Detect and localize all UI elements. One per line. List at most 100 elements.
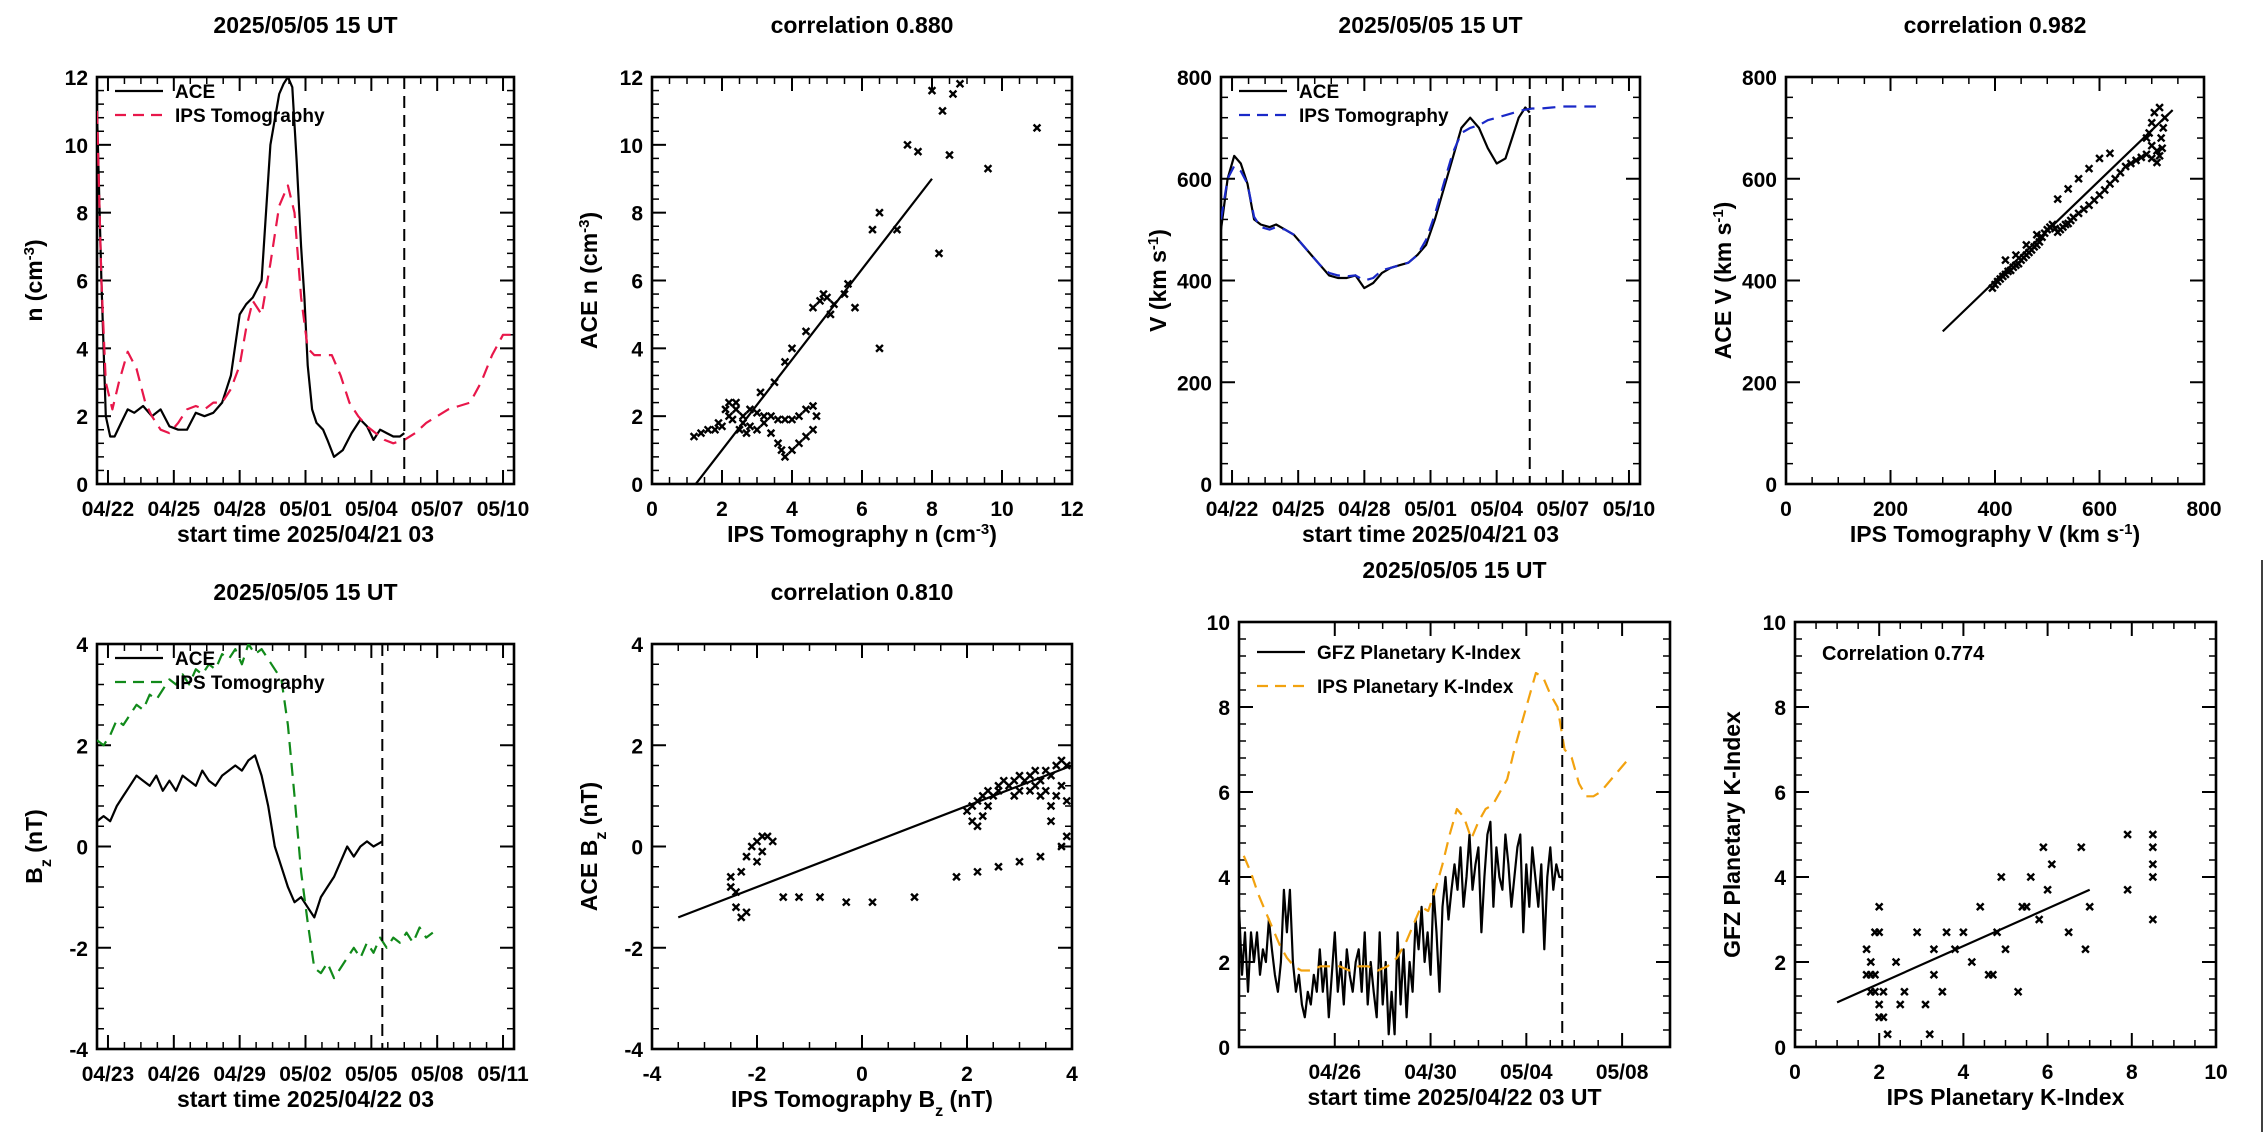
x-tick-label: 04/22 [82,498,135,521]
data-point [780,357,790,367]
x-tick-label: 6 [2042,1061,2054,1084]
label-segment: 600 [2082,498,2117,521]
series-line-2 [97,644,434,980]
x-tick-label: 10 [2204,1061,2227,1084]
label-segment: 200 [1873,498,1908,521]
data-point [978,791,987,801]
data-point [1057,842,1066,851]
x-tick-label: 4 [1066,1063,1078,1086]
data-point [973,822,982,831]
label-segment: Correlation 0.774 [1822,643,1985,665]
x-tick-label: 04/26 [148,1063,201,1086]
label-segment: 8 [631,203,643,226]
y-tick-label: 4 [631,338,643,361]
data-point [696,428,706,438]
label-segment: 400 [1977,498,2012,521]
data-point [2157,143,2167,153]
label-segment: 0 [856,1063,868,1086]
label-segment: z [592,832,610,840]
label-segment: 6 [2042,1061,2054,1084]
data-point [1925,1030,1934,1039]
y-tick-label: 2 [1218,952,1230,975]
y-tick-label: 200 [1742,372,1777,395]
plot-area [97,77,514,484]
label-segment: 05/01 [279,498,332,521]
y-tick-label: 0 [1200,474,1212,497]
data-point [1036,852,1045,861]
label-segment: 600 [1742,169,1777,192]
label-segment: -2 [624,938,643,961]
x-tick-label: 04/25 [1272,498,1325,521]
label-segment: 05/10 [477,498,530,521]
data-point [1062,832,1071,841]
x-tick-label: 05/04 [1470,498,1523,521]
label-segment: ACE n (cm [576,233,602,349]
chart-panel-1: 04/22 04/25 04/28 05/01 05/04 05/07 05/10 0 2 4 6 8… [21,12,530,547]
x-tick-label: 05/08 [1596,1061,1649,1084]
y-tick-label: 10 [1763,612,1786,635]
y-axis-label: ACE V (km s-1) [1710,202,1737,360]
label-segment: 800 [1177,67,1212,90]
legend-label-2: IPS Tomography [1299,106,1449,127]
label-segment: (nT) [21,809,47,859]
data-point [742,852,751,861]
data-point [779,892,788,902]
data-point [728,415,737,424]
data-point [938,106,947,116]
x-axis-label: IPS Tomography V (km s-1) [1850,521,2140,548]
label-segment: ) [576,212,602,220]
y-tick-label: 200 [1177,372,1212,395]
data-point [2152,146,2162,156]
label-segment: -1 [1145,237,1162,250]
label-segment: correlation 0.982 [1904,12,2087,38]
legend-label-1: ACE [1299,82,1339,103]
data-point [2160,113,2170,122]
series-line-2 [97,110,514,445]
label-segment: z [37,859,55,867]
data-point [808,303,818,312]
data-point [840,289,849,299]
data-point [787,445,797,455]
chart-title: correlation 0.810 [771,579,954,605]
data-point [2148,915,2158,924]
data-point [1057,781,1066,790]
data-point [2011,250,2021,260]
label-segment: ACE [175,82,215,103]
plot-area [97,644,434,1049]
label-segment: GFZ Planetary K-Index [1719,711,1745,958]
series-line-1 [1239,820,1563,1036]
data-point [2074,174,2083,183]
plot-frame [650,75,1074,486]
label-segment: 05/05 [345,1063,398,1086]
data-point [808,425,818,434]
data-point [868,897,877,907]
x-tick-label: 2 [961,1063,973,1086]
x-axis-label: start time 2025/04/22 03 UT [1307,1084,1601,1110]
data-point [742,428,751,438]
label-segment: 4 [1066,1063,1078,1086]
y-tick-label: 4 [1774,867,1786,890]
label-segment: 2025/05/05 15 UT [213,579,397,605]
data-point [689,432,699,441]
y-tick-label: 12 [620,67,643,90]
data-point [752,425,762,434]
data-point [1866,957,1876,967]
y-tick-label: 400 [1742,271,1777,294]
y-tick-label: 4 [76,338,88,361]
plot-area [1239,622,1631,1047]
data-point [777,445,786,455]
data-point [710,425,720,434]
data-point [2047,860,2057,869]
label-segment: 0 [76,474,88,497]
data-point [2064,928,2073,937]
chart-title: 2025/05/05 15 UT [1338,12,1522,38]
legend-label-1: ACE [175,82,215,103]
data-point [2081,945,2090,954]
data-point [2137,153,2146,162]
series-line-1 [97,77,405,458]
label-segment: 2 [631,735,643,758]
label-segment: 2 [76,406,88,429]
data-point [1967,957,1977,967]
y-tick-label: 6 [1218,782,1230,805]
label-segment: 4 [786,498,798,521]
